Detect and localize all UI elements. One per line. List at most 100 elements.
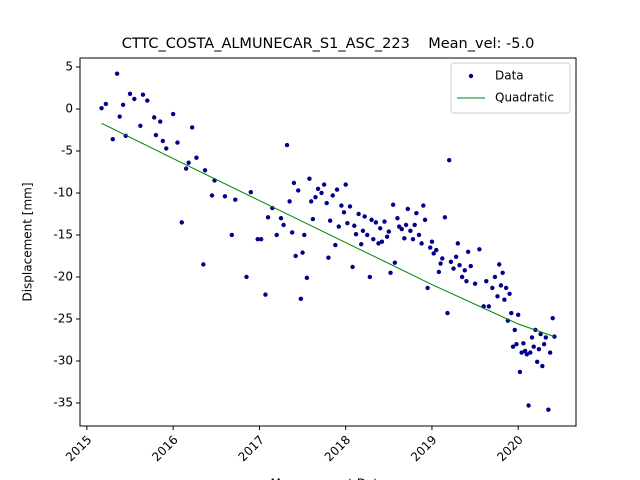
- data-point: [103, 101, 109, 107]
- data-point: [296, 188, 301, 193]
- data-point: [127, 91, 133, 97]
- data-point: [412, 222, 417, 228]
- data-point: [529, 335, 535, 340]
- data-point: [310, 216, 316, 222]
- y-axis-label: Displacement [mm]: [21, 182, 35, 301]
- data-point: [510, 344, 516, 349]
- y-tick-label: 0: [65, 101, 73, 115]
- data-point: [350, 264, 355, 270]
- data-point: [448, 259, 454, 265]
- data-point: [522, 348, 528, 354]
- data-point: [521, 341, 526, 346]
- data-point: [315, 186, 321, 191]
- data-point: [428, 245, 433, 250]
- data-point: [490, 285, 495, 291]
- legend-label: Data: [495, 69, 524, 83]
- data-point: [451, 266, 456, 271]
- data-point: [464, 278, 469, 284]
- data-point: [244, 274, 249, 280]
- data-point: [438, 261, 443, 266]
- data-point: [359, 242, 364, 247]
- data-point: [313, 194, 318, 200]
- data-point: [290, 230, 295, 235]
- data-point: [175, 140, 180, 145]
- data-point: [524, 352, 530, 357]
- data-point: [293, 253, 298, 259]
- data-point: [457, 263, 462, 268]
- data-point: [324, 200, 329, 206]
- data-point: [403, 222, 409, 228]
- data-point: [514, 341, 519, 347]
- data-point: [201, 262, 206, 267]
- data-point: [516, 312, 521, 317]
- data-point: [455, 241, 461, 246]
- data-point: [336, 224, 341, 229]
- data-point: [509, 310, 514, 316]
- data-point: [434, 247, 439, 253]
- data-point: [281, 222, 286, 228]
- data-point: [419, 241, 424, 246]
- data-point: [229, 232, 235, 238]
- data-point: [284, 142, 290, 148]
- data-point: [421, 203, 426, 208]
- data-point: [543, 335, 549, 340]
- data-point: [319, 190, 324, 196]
- y-tick-label: -30: [53, 353, 73, 367]
- data-point: [500, 270, 505, 275]
- data-point: [330, 193, 335, 198]
- data-point: [352, 223, 357, 228]
- data-point: [140, 92, 146, 97]
- data-point: [462, 268, 467, 273]
- data-point: [99, 105, 104, 111]
- data-point: [536, 347, 542, 352]
- data-point: [386, 229, 392, 234]
- data-point: [384, 234, 390, 239]
- data-point: [495, 294, 500, 299]
- data-point: [194, 155, 199, 160]
- data-point: [158, 119, 163, 124]
- data-point: [453, 254, 459, 260]
- data-point: [263, 292, 268, 297]
- data-point: [399, 226, 404, 232]
- data-point: [425, 285, 430, 291]
- data-point: [258, 236, 264, 242]
- data-point: [484, 278, 489, 284]
- data-point: [132, 96, 137, 102]
- data-point: [353, 231, 359, 237]
- data-point: [360, 228, 366, 233]
- y-tick-label: -25: [53, 311, 73, 325]
- data-point: [186, 160, 191, 165]
- data-point: [321, 182, 327, 187]
- data-point: [408, 228, 413, 233]
- data-point: [145, 98, 150, 103]
- x-axis-label: Measurement Date: [271, 477, 386, 480]
- data-point: [446, 158, 452, 163]
- data-point: [334, 187, 340, 192]
- data-point: [531, 344, 536, 349]
- data-point: [362, 214, 367, 219]
- data-point: [302, 232, 307, 238]
- data-point: [138, 123, 143, 128]
- y-tick-label: -35: [53, 395, 73, 409]
- data-point: [114, 71, 120, 76]
- data-point: [278, 215, 284, 221]
- data-point: [255, 236, 260, 242]
- data-point: [395, 215, 400, 221]
- data-point: [534, 359, 540, 365]
- data-point: [376, 241, 381, 246]
- data-point: [339, 203, 344, 208]
- data-point: [377, 226, 383, 231]
- data-point: [189, 125, 195, 130]
- data-point: [526, 403, 531, 408]
- data-point: [390, 202, 396, 207]
- data-point: [179, 220, 184, 225]
- data-point: [287, 199, 292, 204]
- data-point: [442, 215, 448, 220]
- data-point: [546, 407, 551, 412]
- data-point: [183, 166, 189, 171]
- data-point: [422, 217, 428, 223]
- data-point: [373, 220, 379, 225]
- data-point: [333, 242, 338, 248]
- legend-box: [450, 62, 571, 114]
- data-point: [540, 363, 545, 369]
